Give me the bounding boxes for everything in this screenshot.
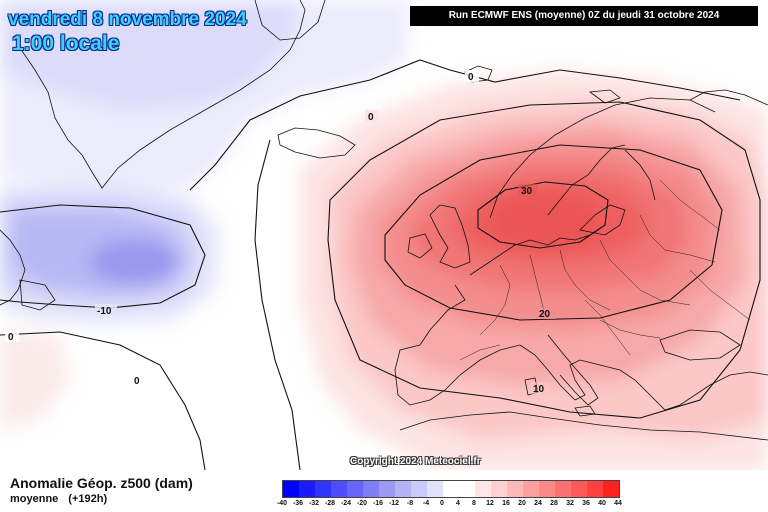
legend-label: 36 [582,500,590,507]
legend-swatch [315,481,331,497]
legend-swatch [379,481,395,497]
legend-label: 0 [440,500,444,507]
positive-anomaly-fill [300,70,768,470]
map-area: 0 0 0 0 -10 30 20 10 vendredi 8 novembre… [0,0,768,470]
legend-label: -20 [356,500,368,507]
parameter-title: Anomalie Géop. z500 (dam) [10,475,193,491]
legend-swatch [443,481,459,497]
legend-swatch [571,481,587,497]
contour-label-20: 20 [539,309,551,320]
legend-swatch [363,481,379,497]
legend-swatch [331,481,347,497]
forecast-date: vendredi 8 novembre 2024 [8,9,247,30]
negative-anomaly-fill [0,0,410,430]
run-info-banner: Run ECMWF ENS (moyenne) 0Z du jeudi 31 o… [410,6,758,26]
contour-labels: 0 0 0 0 -10 30 20 10 [5,70,556,395]
legend-swatch [587,481,603,497]
legend-swatch [491,481,507,497]
color-legend [282,480,620,498]
legend-swatch [523,481,539,497]
legend-label: 20 [518,500,526,507]
legend-label: -36 [292,500,304,507]
legend-label: -32 [308,500,320,507]
legend-label: 44 [614,500,622,507]
legend-swatch [395,481,411,497]
legend-label: 24 [534,500,542,507]
contour-label-0-north: 0 [468,72,474,83]
footer-bar: Anomalie Géop. z500 (dam) moyenne (+192h)… [0,470,768,512]
forecast-time: 1:00 locale [12,32,120,55]
legend-labels: -40 -36 -32 -28 -24 -20 -16 -12 -8 -4 0 4 8 12 16 20 24 2… [277,500,622,510]
legend-label: 4 [456,500,460,507]
legend-swatch [411,481,427,497]
legend-label: 40 [598,500,606,507]
legend-label: -28 [324,500,336,507]
legend-swatch [539,481,555,497]
legend-label: -16 [372,500,384,507]
contour-label-10: 10 [533,384,545,395]
coastlines [0,0,768,441]
legend-swatch [427,481,443,497]
legend-label: -4 [422,500,430,507]
legend-label: 16 [502,500,510,507]
legend-label: -24 [340,500,352,507]
legend-label: 32 [566,500,574,507]
legend-swatch [459,481,475,497]
legend-label: 8 [472,500,476,507]
contour-label-30: 30 [521,186,533,197]
lead-time: (+192h) [68,493,108,505]
contour-label-0-mid: 0 [368,112,374,123]
contour-lines [0,59,761,470]
parameter-type: moyenne [10,493,59,505]
legend-swatch [299,481,315,497]
legend-swatch [603,481,619,497]
legend-swatch [555,481,571,497]
legend-swatch [283,481,299,497]
copyright-text: Copyright 2024 Meteociel.fr [350,456,481,467]
legend-swatch [507,481,523,497]
legend-label: -8 [406,500,414,507]
legend-swatch [347,481,363,497]
anomaly-map: 0 0 0 0 -10 30 20 10 [0,0,768,470]
parameter-subtitle: moyenne (+192h) [10,493,107,505]
contour-label-0-west: 0 [8,332,14,343]
legend-label: -12 [388,500,400,507]
legend-label: 28 [550,500,558,507]
legend-swatch [475,481,491,497]
contour-label-0-atlantic: 0 [134,376,140,387]
legend-label: -40 [276,500,288,507]
country-borders [459,179,751,361]
contour-label-minus10: -10 [97,306,112,317]
legend-label: 12 [486,500,494,507]
